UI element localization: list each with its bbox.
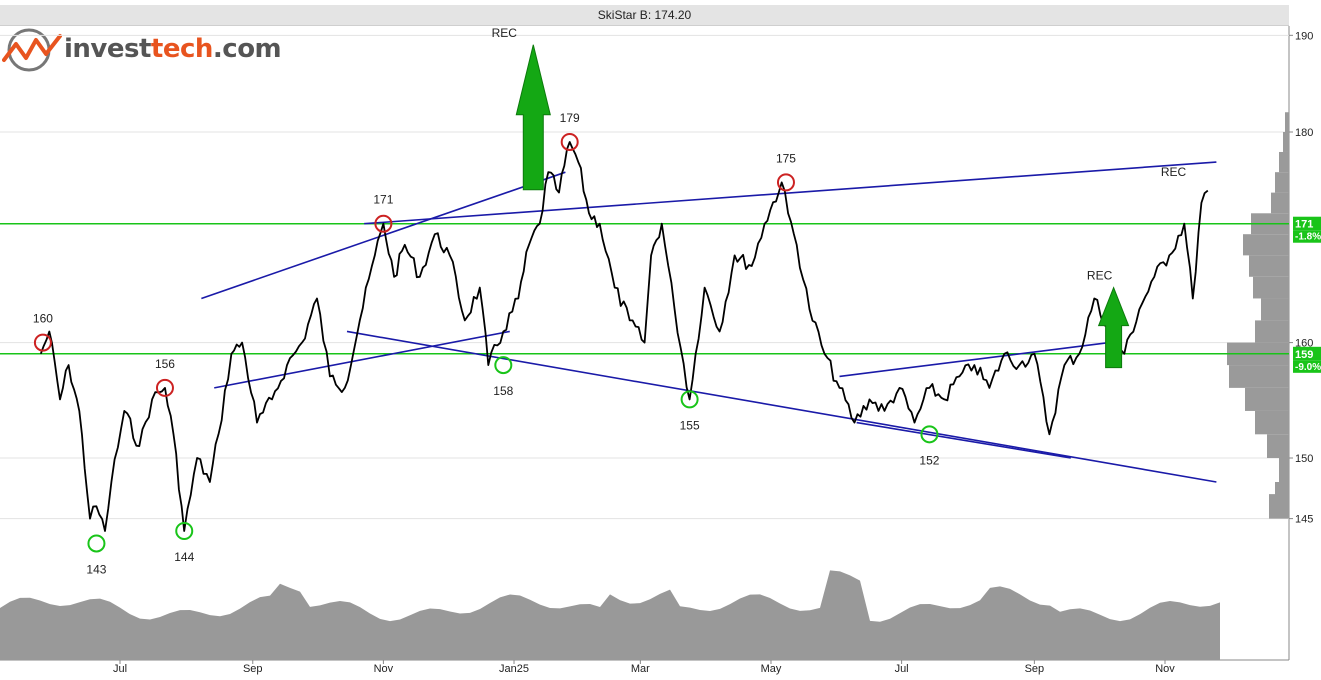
x-tick-label-3: Jan25 [499, 663, 529, 675]
volume-profile-bar-16 [1279, 151, 1289, 173]
volume-profile-bar-15 [1275, 172, 1289, 193]
peak-label-4: 175 [776, 151, 796, 165]
peak-marker-0 [33, 333, 52, 352]
trough-marker-1 [175, 521, 194, 540]
investtech-logo-icon [2, 28, 62, 72]
trough-label-1: 144 [174, 550, 194, 564]
logo-part-com: .com [212, 34, 282, 64]
peak-marker-3 [560, 132, 579, 151]
buy-signal-arrow-1 [1097, 286, 1130, 369]
trend-line-1 [201, 171, 566, 300]
y-tick-label-160: 160 [1295, 338, 1313, 350]
support-pct-bg-1 [1293, 360, 1321, 373]
trend-line-3 [346, 330, 1217, 483]
volume-profile-bar-2 [1279, 458, 1289, 483]
trough-label-3: 155 [680, 418, 700, 432]
support-pct-0: -1.8% [1295, 232, 1321, 243]
volume-profile-bar-9 [1261, 298, 1289, 321]
logo-part-tech: tech [150, 34, 213, 64]
price-series-line [39, 141, 1209, 532]
peak-label-0: 160 [33, 312, 53, 326]
trough-label-4: 152 [919, 453, 939, 467]
x-tick-label-7: Sep [1025, 663, 1045, 675]
y-tick-label-150: 150 [1295, 453, 1313, 465]
chart-title-bar: SkiStar B: 174.20 [0, 5, 1289, 26]
x-tick-label-1: Sep [243, 663, 263, 675]
x-tick-label-4: Mar [631, 663, 650, 675]
logo-part-invest: invest [64, 34, 151, 64]
x-tick-label-2: Nov [374, 663, 394, 675]
volume-profile-bar-1 [1275, 482, 1289, 507]
volume-profile-bar-17 [1283, 132, 1289, 152]
support-label-1: 159 [1295, 349, 1313, 361]
trough-label-2: 158 [493, 384, 513, 398]
trough-marker-4 [920, 425, 939, 444]
x-tick-label-8: Nov [1155, 663, 1175, 675]
volume-profile-bar-12 [1243, 234, 1289, 256]
support-pct-1: -9.0% [1295, 362, 1321, 373]
volume-profile-bar-6 [1229, 365, 1289, 388]
volume-profile-bar-10 [1253, 276, 1289, 299]
buy-signal-arrow-0 [515, 44, 551, 191]
x-tick-label-6: Jul [895, 663, 909, 675]
support-label-0: 171 [1295, 219, 1313, 231]
support-pct-bg-0 [1293, 230, 1321, 243]
volume-profile-bar-14 [1271, 192, 1289, 214]
rec-label-2: REC [1161, 165, 1187, 179]
trend-line-0 [214, 330, 510, 389]
y-tick-label-180: 180 [1295, 127, 1313, 139]
peak-marker-2 [374, 214, 393, 233]
x-tick-label-5: May [761, 663, 782, 675]
peak-label-2: 171 [373, 193, 393, 207]
trough-marker-3 [680, 390, 699, 409]
support-label-bg-0 [1293, 216, 1321, 231]
volume-profile-bar-4 [1255, 410, 1289, 435]
rec-label-1: REC [1087, 269, 1113, 283]
trend-line-4 [839, 341, 1110, 378]
x-tick-label-0: Jul [113, 663, 127, 675]
volume-profile-bar-11 [1249, 255, 1289, 277]
peak-marker-4 [776, 173, 795, 192]
chart-title: SkiStar B: 174.20 [597, 8, 692, 22]
peak-marker-1 [155, 378, 174, 397]
brand-logo-text: investtech.com [64, 34, 282, 64]
support-label-bg-1 [1293, 346, 1321, 361]
y-tick-label-145: 145 [1295, 514, 1313, 526]
peak-label-1: 156 [155, 357, 175, 371]
volume-profile-bar-18 [1285, 112, 1289, 132]
trend-line-2 [364, 161, 1217, 225]
trend-line-5 [856, 421, 1071, 459]
peak-label-3: 179 [560, 111, 580, 125]
trough-marker-2 [494, 356, 513, 375]
volume-profile-bar-3 [1267, 434, 1289, 458]
rec-label-0: REC [492, 26, 518, 40]
trough-label-0: 143 [86, 562, 106, 576]
y-tick-label-190: 190 [1295, 30, 1313, 42]
volume-profile-bar-5 [1245, 387, 1289, 411]
volume-area [0, 570, 1220, 660]
volume-profile-bar-8 [1255, 320, 1289, 343]
trough-marker-0 [87, 534, 106, 553]
